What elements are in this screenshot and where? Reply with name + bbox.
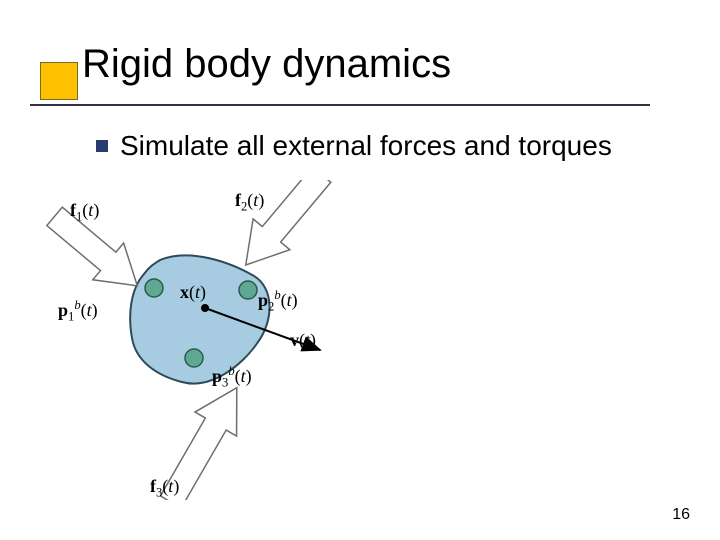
- point-p1: [145, 279, 163, 297]
- bullet-text: Simulate all external forces and torques: [120, 130, 612, 162]
- bullet-icon: [96, 140, 108, 152]
- label-p3: p3b(t): [212, 364, 252, 391]
- label-f3: f3(t): [150, 476, 179, 501]
- label-p1: p1b(t): [58, 298, 98, 325]
- slide-title: Rigid body dynamics: [82, 42, 451, 87]
- point-p3: [185, 349, 203, 367]
- diagram-svg: [40, 180, 400, 500]
- point-p2: [239, 281, 257, 299]
- label-f1: f1(t): [70, 200, 99, 225]
- label-v: v(t): [290, 330, 316, 351]
- accent-square: [40, 62, 78, 100]
- slide: Rigid body dynamics Simulate all externa…: [0, 0, 720, 540]
- page-number: 16: [672, 506, 690, 524]
- title-rule: [30, 104, 650, 106]
- label-p2: p2b(t): [258, 288, 298, 315]
- label-f2: f2(t): [235, 190, 264, 215]
- label-x: x(t): [180, 282, 206, 303]
- diagram: f1(t) f2(t) f3(t) p1b(t) p2b(t) p3b(t) x…: [40, 180, 400, 500]
